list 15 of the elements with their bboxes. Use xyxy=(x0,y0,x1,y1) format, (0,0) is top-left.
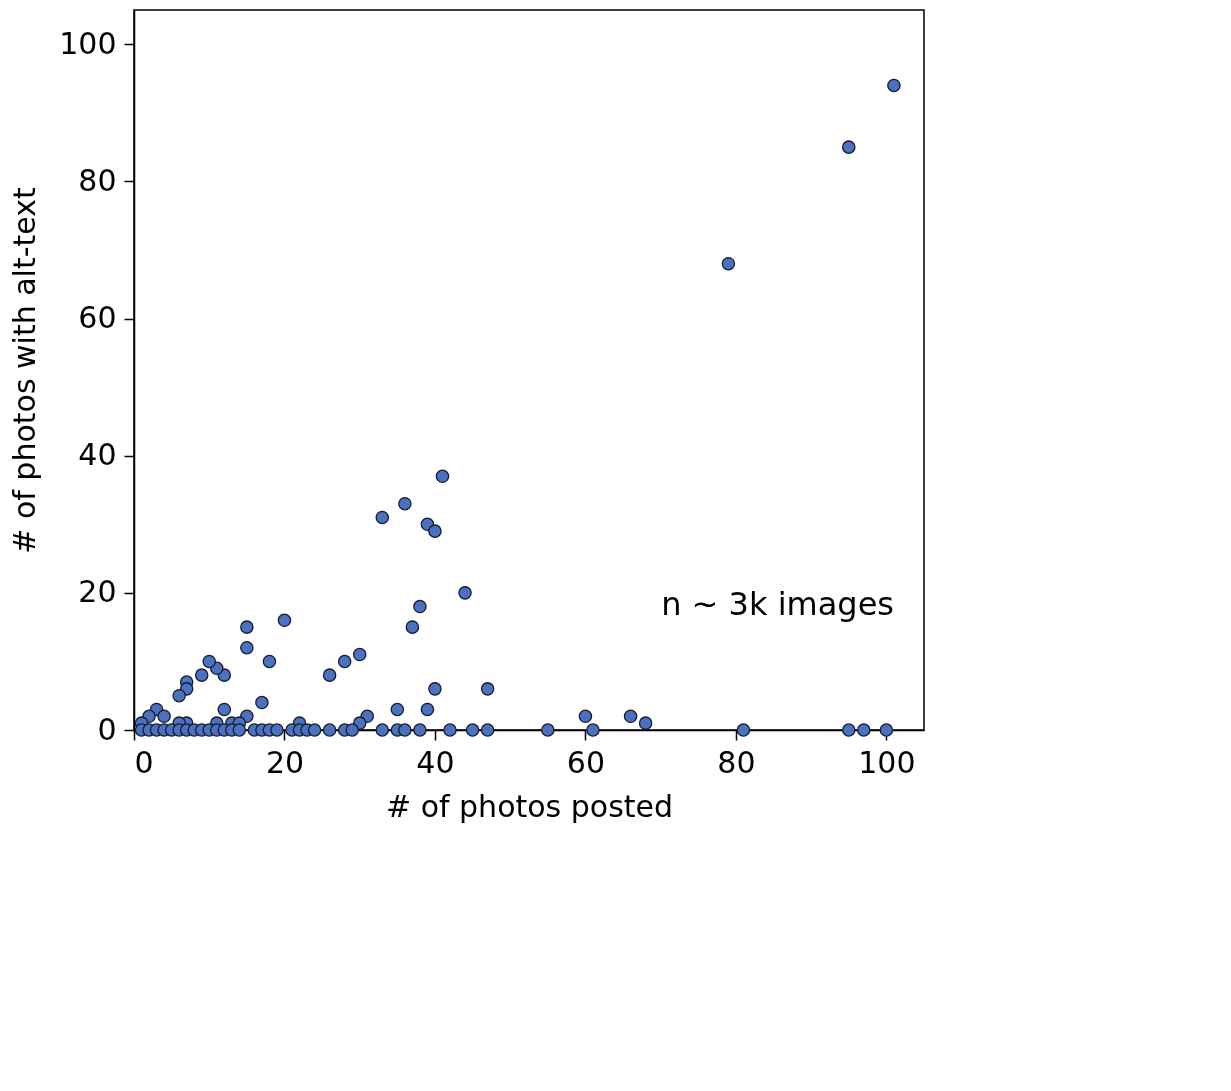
x-tick-label: 100 xyxy=(858,744,916,780)
y-tick-label: 80 xyxy=(78,162,117,198)
annotation: n ~ 3k images xyxy=(661,585,894,623)
x-tick-label: 20 xyxy=(265,744,305,780)
y-axis-title: # of photos with alt-text xyxy=(7,187,43,554)
y-tick-label: 0 xyxy=(97,711,117,747)
x-tick-label: 40 xyxy=(416,744,455,780)
x-axis-title: # of photos posted xyxy=(385,788,674,824)
x-tick-label: 80 xyxy=(717,744,756,780)
x-tick-label: 60 xyxy=(566,744,606,780)
x-tick-label: 0 xyxy=(134,744,154,780)
y-tick-label: 20 xyxy=(78,574,117,610)
y-tick-label: 100 xyxy=(59,25,117,61)
y-tick-label: 60 xyxy=(78,300,117,336)
y-tick-label: 40 xyxy=(78,437,117,473)
